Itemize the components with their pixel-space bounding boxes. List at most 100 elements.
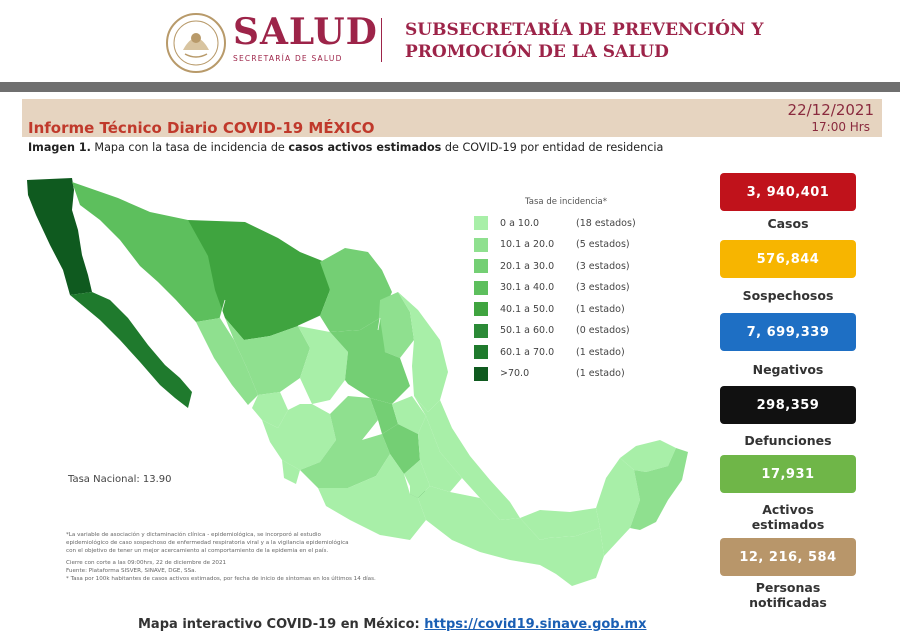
footnote-line: *La variable de asociación y dictaminaci…	[66, 532, 321, 538]
state-nayarit	[252, 392, 288, 428]
caption-prefix: Imagen 1.	[28, 141, 91, 154]
legend-count: (1 estado)	[576, 303, 625, 315]
legend-count: (0 estados)	[576, 325, 630, 336]
brand: SALUD SECRETARÍA DE SALUD	[233, 12, 378, 63]
brand-subtitle: SECRETARÍA DE SALUD	[233, 54, 343, 63]
stat-label: Defunciones	[744, 433, 832, 448]
subsecretaria-line-2: PROMOCIÓN DE LA SALUD	[405, 42, 669, 62]
footnote-line: * Tasa por 100k habitantes de casos acti…	[66, 576, 376, 582]
footer-note: Mapa interactivo COVID-19 en México: htt…	[138, 617, 646, 632]
state-baja-california-sur	[70, 292, 192, 408]
stat-label: Sospechosos	[742, 288, 834, 303]
stat-label-line: notificadas	[749, 595, 827, 610]
stat-label: Activos estimados	[720, 502, 856, 532]
legend-count: (18 estados)	[576, 217, 636, 229]
legend-range: 30.1 a 40.0	[500, 282, 555, 293]
stat-value-box: 17,931	[720, 455, 856, 493]
header-gray-band	[0, 82, 900, 92]
state-borders	[219, 299, 381, 331]
report-title: Informe Técnico Diario COVID-19 MÉXICO	[28, 119, 375, 137]
legend-range: >70.0	[500, 368, 530, 379]
legend-range: 40.1 a 50.0	[500, 303, 555, 315]
state-michoacan	[300, 434, 390, 488]
footnote-line: Cierre con corte a las 09:00hrs, 22 de d…	[66, 560, 227, 566]
caption-part-2: de COVID-19 por entidad de residencia	[441, 141, 664, 154]
state-jalisco	[262, 404, 336, 470]
state-yucatan	[620, 440, 676, 472]
stat-value-box: 3, 940,401	[720, 173, 856, 211]
legend-row: >70.0 (1 estado)	[474, 366, 625, 382]
legend-swatch	[474, 323, 488, 338]
stat-label: Personas notificadas	[720, 580, 856, 610]
legend-count: (1 estado)	[576, 346, 625, 358]
state-sinaloa	[196, 318, 258, 405]
state-chiapas	[540, 528, 604, 586]
state-puebla	[418, 416, 462, 492]
legend-row: 60.1 a 70.0 (1 estado)	[474, 344, 625, 360]
stat-value-box: 12, 216, 584	[720, 538, 856, 576]
stat-label: Casos	[767, 216, 809, 231]
brand-name: SALUD	[233, 11, 378, 53]
state-tamaulipas	[398, 292, 448, 412]
legend-count: (3 estados)	[576, 282, 630, 293]
legend-row: 0 a 10.0 (18 estados)	[474, 215, 636, 231]
caption-part-1: Mapa con la tasa de incidencia de	[90, 141, 289, 154]
legend-range: 20.1 a 30.0	[500, 260, 555, 272]
subsecretaria-line-1: SUBSECRETARÍA DE PREVENCIÓN Y	[405, 20, 764, 40]
state-chihuahua	[188, 220, 330, 340]
state-estado-de-mexico	[382, 424, 420, 474]
footer-text: Mapa interactivo COVID-19 en México:	[138, 617, 425, 632]
legend-range: 60.1 a 70.0	[500, 346, 555, 358]
footnote-line: con el objetivo de tener un mejor acerca…	[66, 548, 329, 554]
stat-value-box: 7, 699,339	[720, 313, 856, 351]
report-date: 22/12/2021	[787, 101, 874, 119]
legend-swatch	[474, 259, 488, 273]
state-queretaro	[370, 398, 398, 434]
legend-swatch	[474, 366, 488, 381]
state-morelos	[404, 460, 430, 498]
legend-swatch	[474, 280, 488, 295]
legend-count: (5 estados)	[576, 239, 630, 250]
image-caption: Imagen 1. Mapa con la tasa de incidencia…	[28, 141, 663, 154]
legend-range: 10.1 a 20.0	[500, 239, 555, 250]
stat-label-line: Activos	[762, 502, 814, 517]
legend-count: (1 estado)	[576, 368, 625, 379]
legend-row: 50.1 a 60.0 (0 estados)	[474, 323, 630, 339]
legend-swatch	[474, 302, 488, 316]
national-seal-icon	[166, 13, 226, 73]
state-coahuila	[320, 248, 392, 332]
legend-count: (3 estados)	[576, 260, 630, 272]
state-zacatecas	[298, 326, 348, 404]
page-header: SALUD SECRETARÍA DE SALUD SUBSECRETARÍA …	[0, 0, 900, 84]
state-durango	[225, 318, 310, 395]
state-tabasco	[520, 508, 600, 540]
legend-row: 10.1 a 20.0 (5 estados)	[474, 237, 630, 253]
stat-label-line: Personas	[755, 580, 821, 595]
state-guanajuato	[330, 396, 378, 440]
tasa-nacional: Tasa Nacional: 13.90	[68, 474, 172, 485]
legend-swatch	[474, 345, 488, 359]
legend-row: 30.1 a 40.0 (3 estados)	[474, 280, 630, 296]
state-sonora	[72, 182, 225, 322]
footnote-line: epidemiológico de caso sospechoso de enf…	[66, 540, 349, 546]
state-quintana-roo	[630, 448, 688, 530]
header-divider	[381, 18, 382, 62]
state-campeche	[596, 458, 640, 556]
state-nuevo-leon	[378, 292, 414, 358]
stat-value-box: 298,359	[720, 386, 856, 424]
state-san-luis-potosi	[330, 318, 410, 404]
state-baja-california	[27, 178, 92, 295]
report-title-band	[22, 99, 882, 137]
caption-bold: casos activos estimados	[288, 141, 442, 154]
interactive-map-link[interactable]: https://covid19.sinave.gob.mx	[424, 617, 647, 632]
legend-range: 0 a 10.0	[500, 217, 540, 229]
state-veracruz	[414, 396, 520, 520]
stat-value-box: 576,844	[720, 240, 856, 278]
footnote-line: Fuente: Plataforma SISVER, SINAVE, DGE, …	[66, 568, 197, 574]
legend-range: 50.1 a 60.0	[500, 325, 555, 336]
legend-swatch	[474, 237, 488, 252]
legend-row: 20.1 a 30.0 (3 estados)	[474, 258, 630, 274]
stat-label-line: estimados	[751, 517, 825, 532]
state-guerrero	[318, 454, 426, 540]
